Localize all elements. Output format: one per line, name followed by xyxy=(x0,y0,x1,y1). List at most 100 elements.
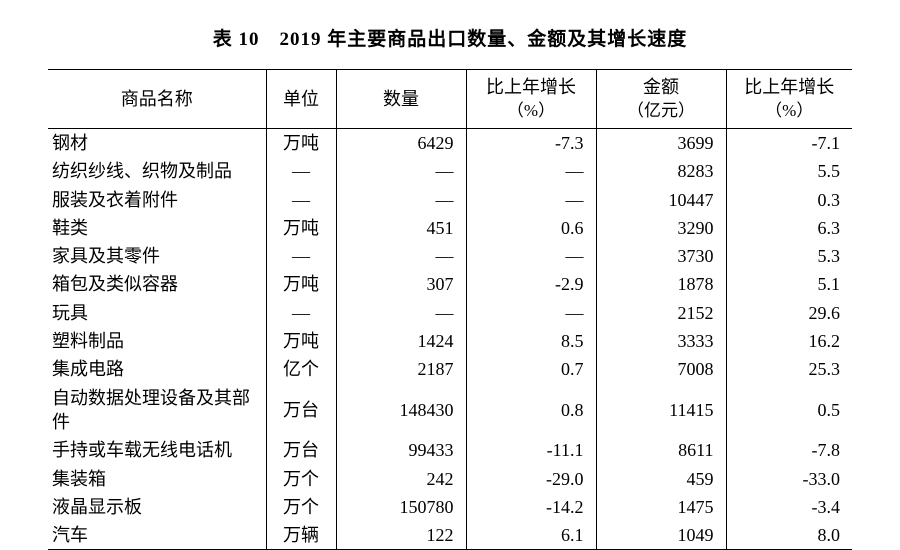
cell-amount: 2152 xyxy=(596,299,726,327)
cell-qty_growth: 0.6 xyxy=(466,214,596,242)
cell-name: 纺织纱线、织物及制品 xyxy=(48,157,266,185)
cell-amt_growth: -3.4 xyxy=(726,493,852,521)
cell-amt_growth: -7.1 xyxy=(726,129,852,158)
cell-unit: 万吨 xyxy=(266,214,336,242)
cell-unit: 万吨 xyxy=(266,129,336,158)
cell-amount: 8611 xyxy=(596,436,726,464)
cell-name: 汽车 xyxy=(48,521,266,550)
table-row: 集装箱万个242-29.0459-33.0 xyxy=(48,465,852,493)
cell-qty_growth: -11.1 xyxy=(466,436,596,464)
table-row: 家具及其零件———37305.3 xyxy=(48,242,852,270)
cell-name: 塑料制品 xyxy=(48,327,266,355)
cell-qty_growth: 0.7 xyxy=(466,355,596,383)
cell-qty_growth: -14.2 xyxy=(466,493,596,521)
cell-amount: 8283 xyxy=(596,157,726,185)
cell-qty_growth: -7.3 xyxy=(466,129,596,158)
col-header-qty-growth-label: 比上年增长 xyxy=(486,77,576,97)
cell-amt_growth: 8.0 xyxy=(726,521,852,550)
col-header-amount-label: 金额 xyxy=(643,77,679,97)
cell-amt_growth: -7.8 xyxy=(726,436,852,464)
cell-unit: 万吨 xyxy=(266,270,336,298)
cell-qty: 6429 xyxy=(336,129,466,158)
cell-amount: 1878 xyxy=(596,270,726,298)
cell-unit: 万台 xyxy=(266,436,336,464)
table-title: 表 10 2019 年主要商品出口数量、金额及其增长速度 xyxy=(48,24,852,51)
cell-amt_growth: -33.0 xyxy=(726,465,852,493)
col-header-qty-growth-sub: （%） xyxy=(473,100,590,123)
cell-name: 箱包及类似容器 xyxy=(48,270,266,298)
cell-amount: 3290 xyxy=(596,214,726,242)
cell-amount: 3333 xyxy=(596,327,726,355)
cell-amount: 10447 xyxy=(596,186,726,214)
col-header-unit-label: 单位 xyxy=(283,89,319,109)
cell-name: 集装箱 xyxy=(48,465,266,493)
col-header-qty-label: 数量 xyxy=(383,89,419,109)
table-row: 服装及衣着附件———104470.3 xyxy=(48,186,852,214)
cell-amt_growth: 5.1 xyxy=(726,270,852,298)
cell-qty_growth: 8.5 xyxy=(466,327,596,355)
page: 表 10 2019 年主要商品出口数量、金额及其增长速度 商品名称 单位 数量 … xyxy=(0,0,900,550)
col-header-amount: 金额 （亿元） xyxy=(596,70,726,129)
col-header-amt-growth-sub: （%） xyxy=(733,100,847,123)
cell-name: 玩具 xyxy=(48,299,266,327)
table-row: 自动数据处理设备及其部件万台1484300.8114150.5 xyxy=(48,384,852,437)
cell-qty_growth: — xyxy=(466,157,596,185)
cell-amt_growth: 0.5 xyxy=(726,384,852,437)
cell-name: 液晶显示板 xyxy=(48,493,266,521)
table-row: 钢材万吨6429-7.33699-7.1 xyxy=(48,129,852,158)
col-header-name: 商品名称 xyxy=(48,70,266,129)
cell-qty: 99433 xyxy=(336,436,466,464)
cell-name: 集成电路 xyxy=(48,355,266,383)
cell-qty_growth: 6.1 xyxy=(466,521,596,550)
cell-qty: 451 xyxy=(336,214,466,242)
cell-qty: 242 xyxy=(336,465,466,493)
cell-unit: — xyxy=(266,242,336,270)
cell-amt_growth: 0.3 xyxy=(726,186,852,214)
cell-unit: 万个 xyxy=(266,465,336,493)
cell-name: 鞋类 xyxy=(48,214,266,242)
table-body: 钢材万吨6429-7.33699-7.1纺织纱线、织物及制品———82835.5… xyxy=(48,129,852,550)
cell-qty: 148430 xyxy=(336,384,466,437)
cell-unit: 万个 xyxy=(266,493,336,521)
cell-qty_growth: -2.9 xyxy=(466,270,596,298)
cell-unit: — xyxy=(266,186,336,214)
cell-name: 自动数据处理设备及其部件 xyxy=(48,384,266,437)
cell-qty_growth: — xyxy=(466,242,596,270)
cell-name: 钢材 xyxy=(48,129,266,158)
cell-name: 家具及其零件 xyxy=(48,242,266,270)
cell-qty_growth: — xyxy=(466,299,596,327)
cell-amount: 11415 xyxy=(596,384,726,437)
cell-qty: 150780 xyxy=(336,493,466,521)
exports-table: 商品名称 单位 数量 比上年增长 （%） 金额 （亿元） 比上年增长 xyxy=(48,69,852,550)
cell-name: 服装及衣着附件 xyxy=(48,186,266,214)
col-header-amt-growth-label: 比上年增长 xyxy=(744,77,834,97)
cell-amount: 7008 xyxy=(596,355,726,383)
cell-amt_growth: 29.6 xyxy=(726,299,852,327)
table-row: 鞋类万吨4510.632906.3 xyxy=(48,214,852,242)
cell-unit: 万吨 xyxy=(266,327,336,355)
cell-unit: 万辆 xyxy=(266,521,336,550)
cell-qty: — xyxy=(336,186,466,214)
cell-qty: — xyxy=(336,242,466,270)
col-header-amount-sub: （亿元） xyxy=(603,100,720,123)
cell-amt_growth: 5.3 xyxy=(726,242,852,270)
cell-unit: 万台 xyxy=(266,384,336,437)
col-header-unit: 单位 xyxy=(266,70,336,129)
table-row: 玩具———215229.6 xyxy=(48,299,852,327)
cell-qty_growth: — xyxy=(466,186,596,214)
cell-qty: — xyxy=(336,157,466,185)
cell-amt_growth: 16.2 xyxy=(726,327,852,355)
cell-qty_growth: -29.0 xyxy=(466,465,596,493)
table-header: 商品名称 单位 数量 比上年增长 （%） 金额 （亿元） 比上年增长 xyxy=(48,70,852,129)
cell-qty: 307 xyxy=(336,270,466,298)
cell-unit: 亿个 xyxy=(266,355,336,383)
cell-qty: 122 xyxy=(336,521,466,550)
cell-amount: 1475 xyxy=(596,493,726,521)
cell-unit: — xyxy=(266,157,336,185)
table-row: 液晶显示板万个150780-14.21475-3.4 xyxy=(48,493,852,521)
cell-qty_growth: 0.8 xyxy=(466,384,596,437)
col-header-amt-growth: 比上年增长 （%） xyxy=(726,70,852,129)
cell-amount: 3699 xyxy=(596,129,726,158)
table-row: 箱包及类似容器万吨307-2.918785.1 xyxy=(48,270,852,298)
col-header-name-label: 商品名称 xyxy=(121,89,193,109)
